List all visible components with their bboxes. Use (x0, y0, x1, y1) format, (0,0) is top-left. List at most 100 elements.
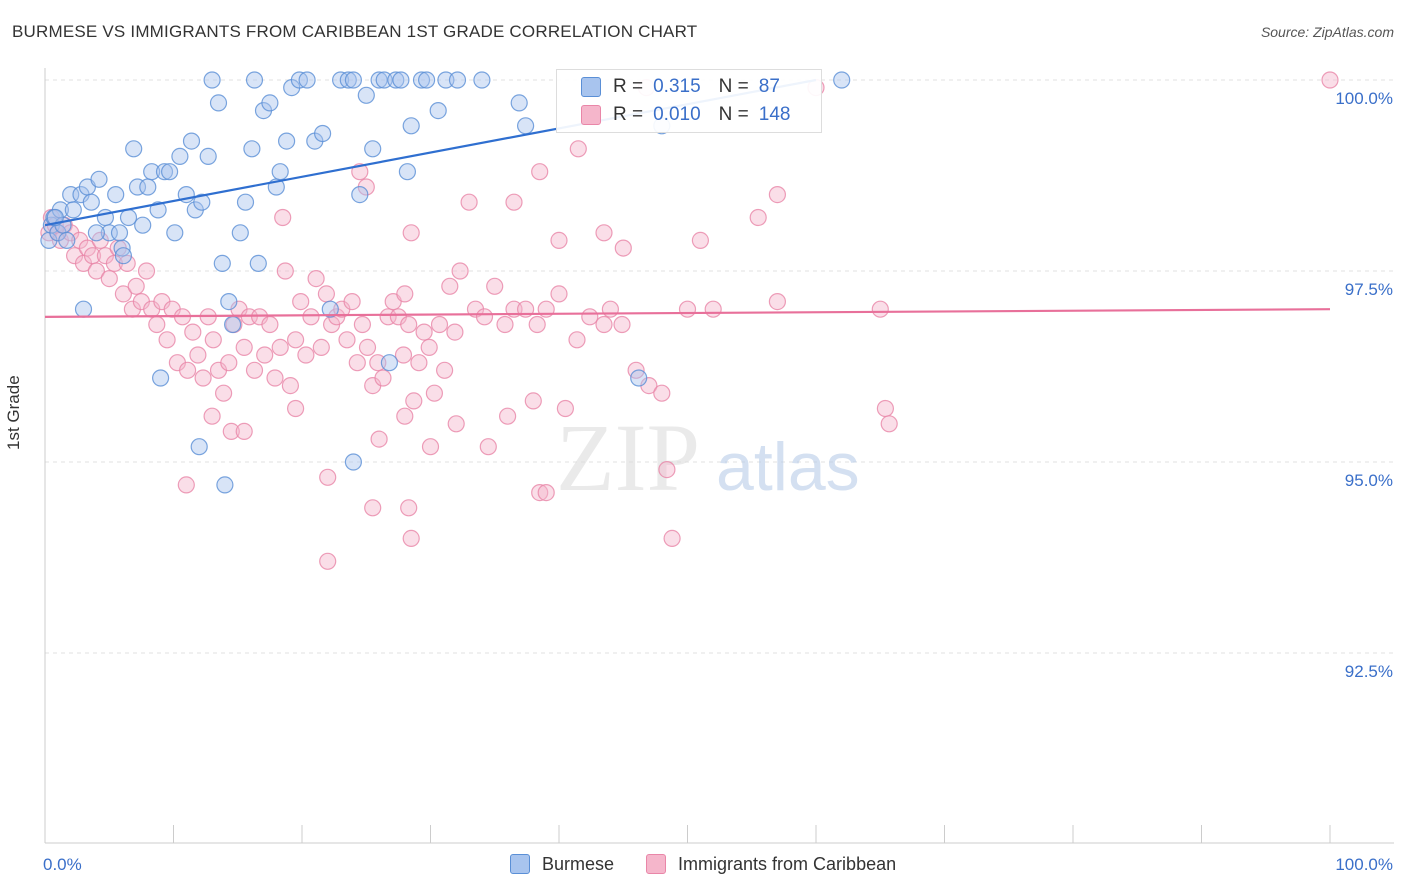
caribbean-point (148, 315, 166, 334)
burmese-point (193, 193, 211, 211)
caribbean-point (420, 338, 438, 356)
caribbean-point (531, 163, 549, 181)
caribbean-point (394, 346, 413, 364)
caribbean-point (556, 399, 575, 418)
caribbean-point (338, 331, 356, 349)
burmese-point (344, 71, 362, 89)
caribbean-point (266, 369, 284, 387)
caribbean-point (595, 315, 613, 334)
burmese-swatch (581, 77, 601, 97)
burmese-point (243, 140, 261, 158)
burmese-point (110, 224, 129, 242)
caribbean-point (613, 315, 631, 334)
caribbean-point (550, 231, 568, 249)
caribbean-point (203, 407, 221, 425)
caribbean-point (436, 361, 454, 379)
burmese-point (236, 193, 255, 211)
burmese-point (213, 254, 231, 272)
caribbean-point (348, 354, 366, 372)
burmese-legend-swatch (510, 854, 530, 874)
caribbean-point (421, 438, 440, 456)
caribbean-point (446, 323, 464, 341)
caribbean-point (235, 422, 253, 440)
caribbean-point (768, 186, 787, 204)
burmese-point (114, 247, 133, 265)
caribbean-point (114, 285, 133, 303)
burmese-point (516, 117, 535, 135)
burmese-point (448, 71, 467, 89)
caribbean-point (568, 331, 586, 349)
x-tick-label: 0.0% (43, 855, 82, 874)
burmese-point (630, 369, 648, 387)
caribbean-trend-line (44, 308, 1331, 318)
burmese-point (412, 71, 431, 89)
source-label: Source: ZipAtlas.com (1260, 24, 1394, 40)
burmese-point (199, 147, 217, 165)
caribbean-point (307, 270, 325, 288)
caribbean-point (204, 331, 222, 349)
burmese-point (203, 71, 221, 89)
caribbean-point (425, 384, 443, 402)
n-value: 87 (758, 76, 780, 97)
caribbean-point (396, 285, 414, 303)
caribbean-point (137, 262, 156, 280)
caribbean-point (430, 315, 449, 334)
burmese-point (418, 71, 436, 89)
caribbean-point (505, 193, 523, 211)
caribbean-point (531, 484, 549, 502)
burmese-point (58, 231, 76, 249)
caribbean-point (581, 308, 599, 326)
burmese-point (190, 438, 208, 456)
y-tick-label: 100.0% (1335, 89, 1393, 108)
caribbean-point (479, 438, 497, 456)
legend-label-caribbean: Immigrants from Caribbean (678, 853, 897, 874)
caribbean-point (158, 331, 176, 349)
caribbean-point (281, 377, 299, 395)
axes (44, 68, 1394, 844)
caribbean-point (302, 308, 320, 326)
caribbean-point (261, 315, 279, 334)
r-label: R = (613, 76, 644, 97)
caribbean-point (287, 331, 305, 349)
caribbean-point (271, 338, 289, 356)
caribbean-point (312, 338, 330, 356)
watermark-zip: ZIP (556, 404, 700, 511)
caribbean-point (402, 224, 420, 242)
caribbean-point (396, 407, 414, 425)
caribbean-point (297, 346, 315, 364)
caribbean-point (400, 315, 418, 334)
caribbean-legend-swatch (646, 854, 667, 874)
burmese-point (398, 163, 416, 181)
r-value: 0.315 (653, 76, 701, 97)
chart-title: BURMESE VS IMMIGRANTS FROM CARIBBEAN 1ST… (12, 22, 698, 41)
caribbean-point (179, 361, 197, 379)
caribbean-point (235, 338, 253, 356)
burmese-point (339, 71, 357, 89)
watermark: ZIP atlas (556, 404, 860, 511)
caribbean-point (215, 384, 233, 402)
burmese-point (392, 71, 410, 89)
legend-label-burmese: Burmese (542, 853, 615, 874)
burmese-point (74, 300, 93, 318)
burmese-point (90, 170, 108, 188)
caribbean-point (405, 392, 423, 410)
caribbean-point (292, 293, 310, 311)
caribbean-swatch (581, 105, 601, 125)
burmese-point (100, 224, 118, 242)
caribbean-point (256, 346, 274, 364)
burmese-point (143, 163, 161, 181)
burmese-point (119, 208, 138, 227)
caribbean-point (496, 315, 514, 334)
caribbean-point (400, 499, 418, 517)
caribbean-point (447, 415, 465, 433)
burmese-point (473, 71, 491, 89)
burmese-point (149, 201, 167, 219)
burmese-point (357, 86, 375, 104)
caribbean-point (177, 476, 195, 494)
tick-labels: 92.5% 95.0% 97.5% 100.0% 0.0% 100.0% (43, 89, 1393, 874)
watermark-atlas: atlas (716, 429, 860, 505)
stats-legend: R = 0.315 N = 87 R = 0.010 N = 148 (556, 69, 822, 133)
burmese-point (231, 224, 249, 242)
n-value: 148 (758, 104, 791, 125)
